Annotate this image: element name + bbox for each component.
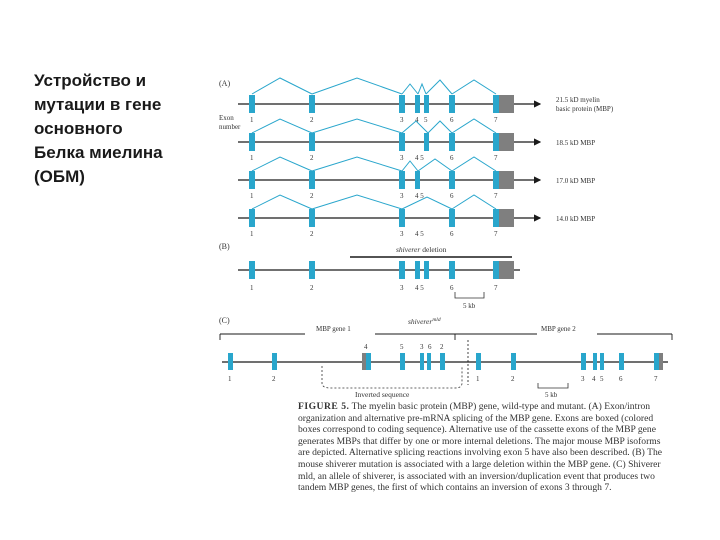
svg-text:2: 2	[310, 116, 314, 124]
mbp-gene-figure: (A) Exon number 1 2 3 4 5 6 7 21.5 kD my…	[219, 77, 673, 399]
svg-text:MBP gene 1: MBP gene 1	[316, 325, 351, 333]
exon-2	[309, 95, 315, 113]
svg-text:7: 7	[654, 375, 658, 383]
isoform-row-1: 1 2 3 4 5 6 7 21.5 kD myelin basic prote…	[238, 77, 614, 124]
exon-1	[249, 95, 255, 113]
svg-text:2: 2	[310, 284, 314, 292]
svg-text:4 5: 4 5	[415, 230, 424, 238]
figure-caption: FIGURE 5. The myelin basic protein (MBP)…	[298, 401, 670, 494]
svg-text:5 kb: 5 kb	[463, 302, 476, 310]
svg-text:4: 4	[415, 116, 419, 124]
svg-text:1: 1	[250, 192, 254, 200]
panel-c-label: (C)	[219, 316, 230, 325]
svg-text:7: 7	[494, 192, 498, 200]
svg-text:1: 1	[250, 230, 254, 238]
panel-b-label: (B)	[219, 242, 230, 251]
svg-text:7: 7	[494, 230, 498, 238]
svg-text:17.0 kD MBP: 17.0 kD MBP	[556, 177, 595, 185]
svg-text:2: 2	[310, 154, 314, 162]
svg-text:1: 1	[476, 375, 480, 383]
svg-text:6: 6	[450, 116, 454, 124]
svg-text:3: 3	[400, 154, 404, 162]
svg-text:5 kb: 5 kb	[545, 391, 558, 399]
caption-text: The myelin basic protein (MBP) gene, wil…	[298, 401, 662, 494]
svg-text:4: 4	[592, 375, 596, 383]
svg-text:7: 7	[494, 154, 498, 162]
svg-text:5: 5	[424, 116, 428, 124]
svg-text:6: 6	[450, 284, 454, 292]
panel-b: (B) shiverer deletion 1 2 3 4 5 6 7 5 kb	[219, 242, 520, 310]
svg-text:2: 2	[511, 375, 515, 383]
exon-5	[424, 95, 429, 113]
exon-4	[415, 95, 420, 113]
svg-text:3: 3	[581, 375, 585, 383]
svg-text:2: 2	[440, 343, 444, 351]
svg-text:6: 6	[450, 192, 454, 200]
exon-6	[449, 95, 455, 113]
svg-text:3: 3	[400, 192, 404, 200]
svg-text:5: 5	[400, 343, 404, 351]
svg-text:7: 7	[494, 116, 498, 124]
svg-text:6: 6	[450, 230, 454, 238]
caption-label: FIGURE 5.	[298, 401, 350, 412]
svg-text:MBP gene 2: MBP gene 2	[541, 325, 576, 333]
svg-text:6: 6	[450, 154, 454, 162]
svg-text:3: 3	[420, 343, 424, 351]
svg-text:1: 1	[250, 116, 254, 124]
svg-text:3: 3	[400, 230, 404, 238]
svg-text:1: 1	[228, 375, 232, 383]
svg-text:7: 7	[494, 284, 498, 292]
svg-text:2: 2	[310, 230, 314, 238]
exon-3	[399, 95, 405, 113]
svg-text:5: 5	[600, 375, 604, 383]
svg-text:2: 2	[310, 192, 314, 200]
svg-text:4 5: 4 5	[415, 192, 424, 200]
slide-title: Устройство и мутации в гене основного Бе…	[34, 71, 163, 186]
svg-text:shiverermld: shiverermld	[408, 317, 441, 326]
svg-text:Inverted sequence: Inverted sequence	[355, 390, 410, 399]
panel-a-label: (A)	[219, 79, 230, 88]
svg-text:4 5: 4 5	[415, 154, 424, 162]
exon-number-label: Exon	[219, 114, 234, 122]
isoform-label: 21.5 kD myelin	[556, 96, 600, 104]
svg-text:4 5: 4 5	[415, 284, 424, 292]
svg-text:shiverer deletion: shiverer deletion	[396, 245, 447, 254]
svg-text:basic protein (MBP): basic protein (MBP)	[556, 105, 614, 113]
svg-text:6: 6	[428, 343, 432, 351]
isoform-row-2: 1 2 3 4 5 6 7 18.5 kD MBP	[238, 118, 595, 162]
svg-text:3: 3	[400, 116, 404, 124]
isoform-row-3: 1 2 3 4 5 6 7 17.0 kD MBP	[238, 156, 595, 200]
svg-text:2: 2	[272, 375, 276, 383]
svg-text:14.0 kD MBP: 14.0 kD MBP	[556, 215, 595, 223]
svg-text:18.5 kD MBP: 18.5 kD MBP	[556, 139, 595, 147]
svg-text:1: 1	[250, 154, 254, 162]
svg-text:6: 6	[619, 375, 623, 383]
isoform-row-4: 1 2 3 4 5 6 7 14.0 kD MBP	[238, 194, 595, 238]
svg-text:4: 4	[364, 343, 368, 351]
exon-number-label-2: number	[219, 123, 241, 131]
svg-text:1: 1	[250, 284, 254, 292]
exon-7	[493, 95, 499, 113]
panel-c: (C) shiverermld MBP gene 1 MBP gene 2 1 …	[219, 316, 673, 399]
utr-7	[499, 95, 514, 113]
svg-text:3: 3	[400, 284, 404, 292]
